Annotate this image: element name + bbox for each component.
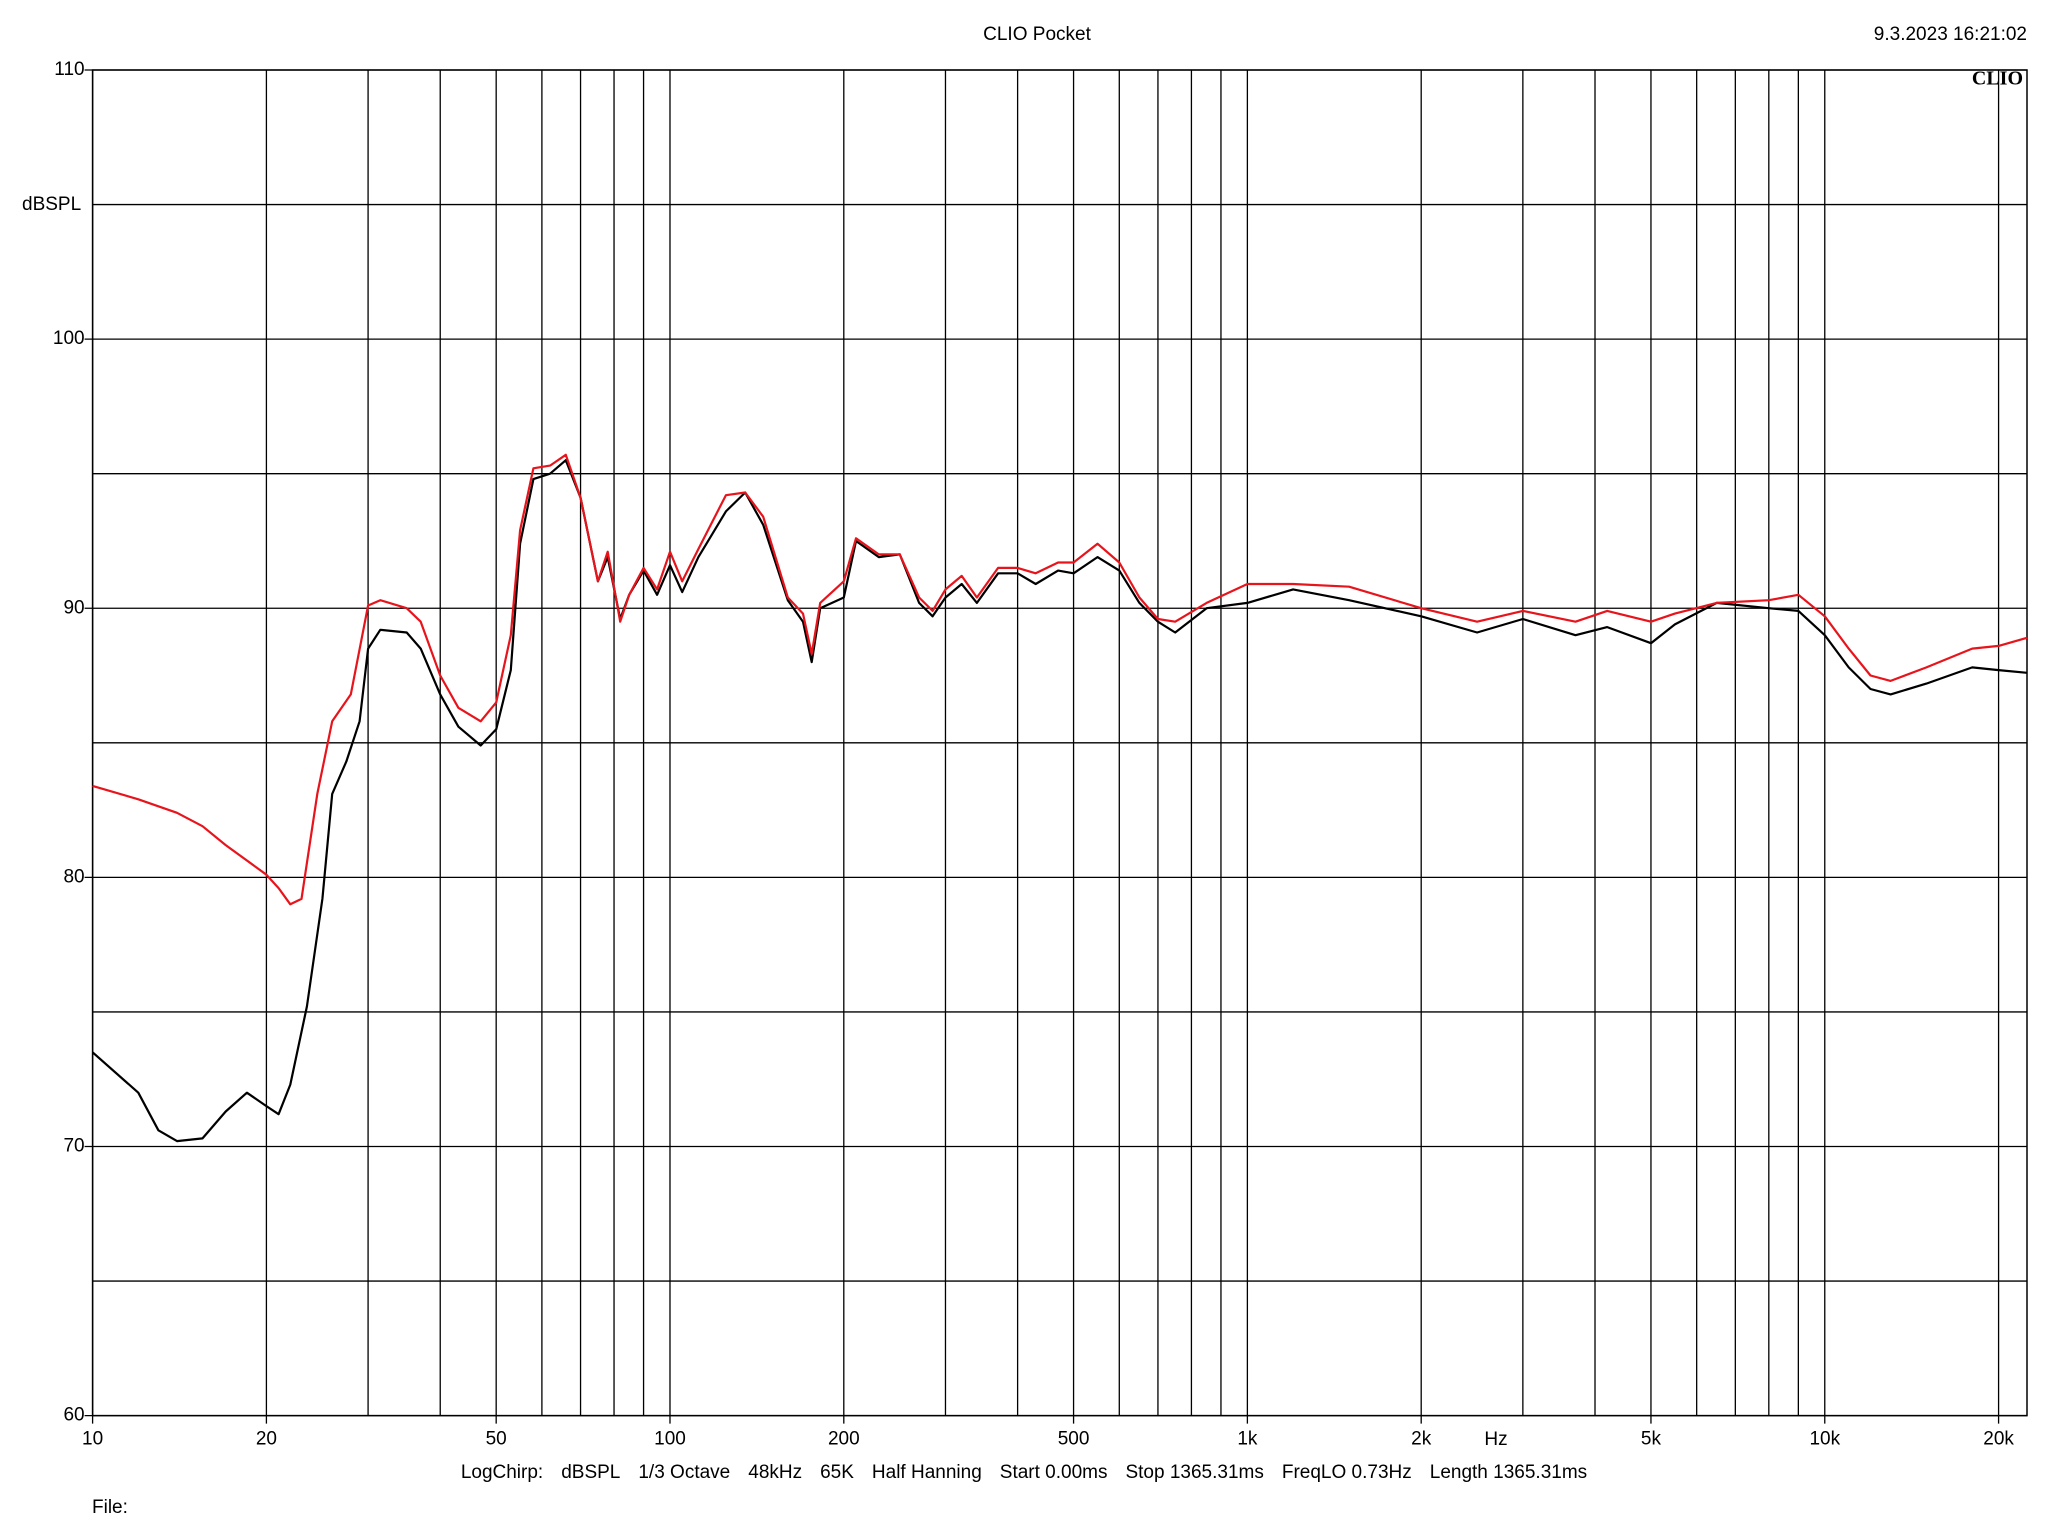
x-tick-label: 200	[828, 1429, 860, 1450]
y-axis-label: dBSPL	[22, 194, 81, 215]
setting: 48kHz	[748, 1462, 803, 1483]
data-line	[91, 459, 2028, 1143]
x-tick-label: 500	[1058, 1429, 1090, 1450]
y-tick-label: 70	[63, 1135, 84, 1156]
timestamp: 9.3.2023 16:21:02	[1874, 24, 2027, 45]
plot-frame	[91, 69, 2028, 1417]
x-tick-label: 20	[256, 1429, 277, 1450]
x-tick-label: 2k	[1411, 1429, 1432, 1450]
setting: 65K	[820, 1462, 854, 1483]
settings-line: LogChirp: dBSPL 1/3 Octave 48kHz 65K Half Han…	[0, 1462, 2048, 1484]
setting: FreqLO 0.73Hz	[1281, 1462, 1412, 1483]
x-tick-label: 100	[654, 1429, 686, 1450]
data-line	[92, 453, 2028, 906]
logo: CLIO	[1972, 68, 2023, 90]
y-tick-label: 60	[63, 1405, 84, 1426]
y-tick-label: 110	[54, 59, 84, 80]
setting: Half Hanning	[871, 1462, 982, 1483]
chart-title: CLIO Pocket	[983, 24, 1091, 45]
y-tick-label: 80	[63, 866, 84, 887]
setting: LogChirp:	[460, 1462, 544, 1483]
x-tick-label: 20k	[1983, 1429, 2014, 1450]
file-label: File:	[92, 1497, 128, 1518]
x-tick-label: 1k	[1237, 1429, 1258, 1450]
setting: Start 0.00ms	[999, 1462, 1108, 1483]
x-axis-label: Hz	[1484, 1429, 1507, 1450]
x-tick-label: 50	[486, 1429, 507, 1450]
setting: Stop 1365.31ms	[1125, 1462, 1264, 1483]
y-tick-label: 100	[53, 328, 85, 349]
setting: 1/3 Octave	[638, 1462, 731, 1483]
y-tick-label: 90	[63, 597, 84, 618]
setting: Length 1365.31ms	[1429, 1462, 1588, 1483]
setting: dBSPL	[561, 1462, 621, 1483]
x-tick-label: 5k	[1641, 1429, 1662, 1450]
x-tick-label: 10k	[1809, 1429, 1840, 1450]
x-tick-label: 10	[82, 1429, 103, 1450]
